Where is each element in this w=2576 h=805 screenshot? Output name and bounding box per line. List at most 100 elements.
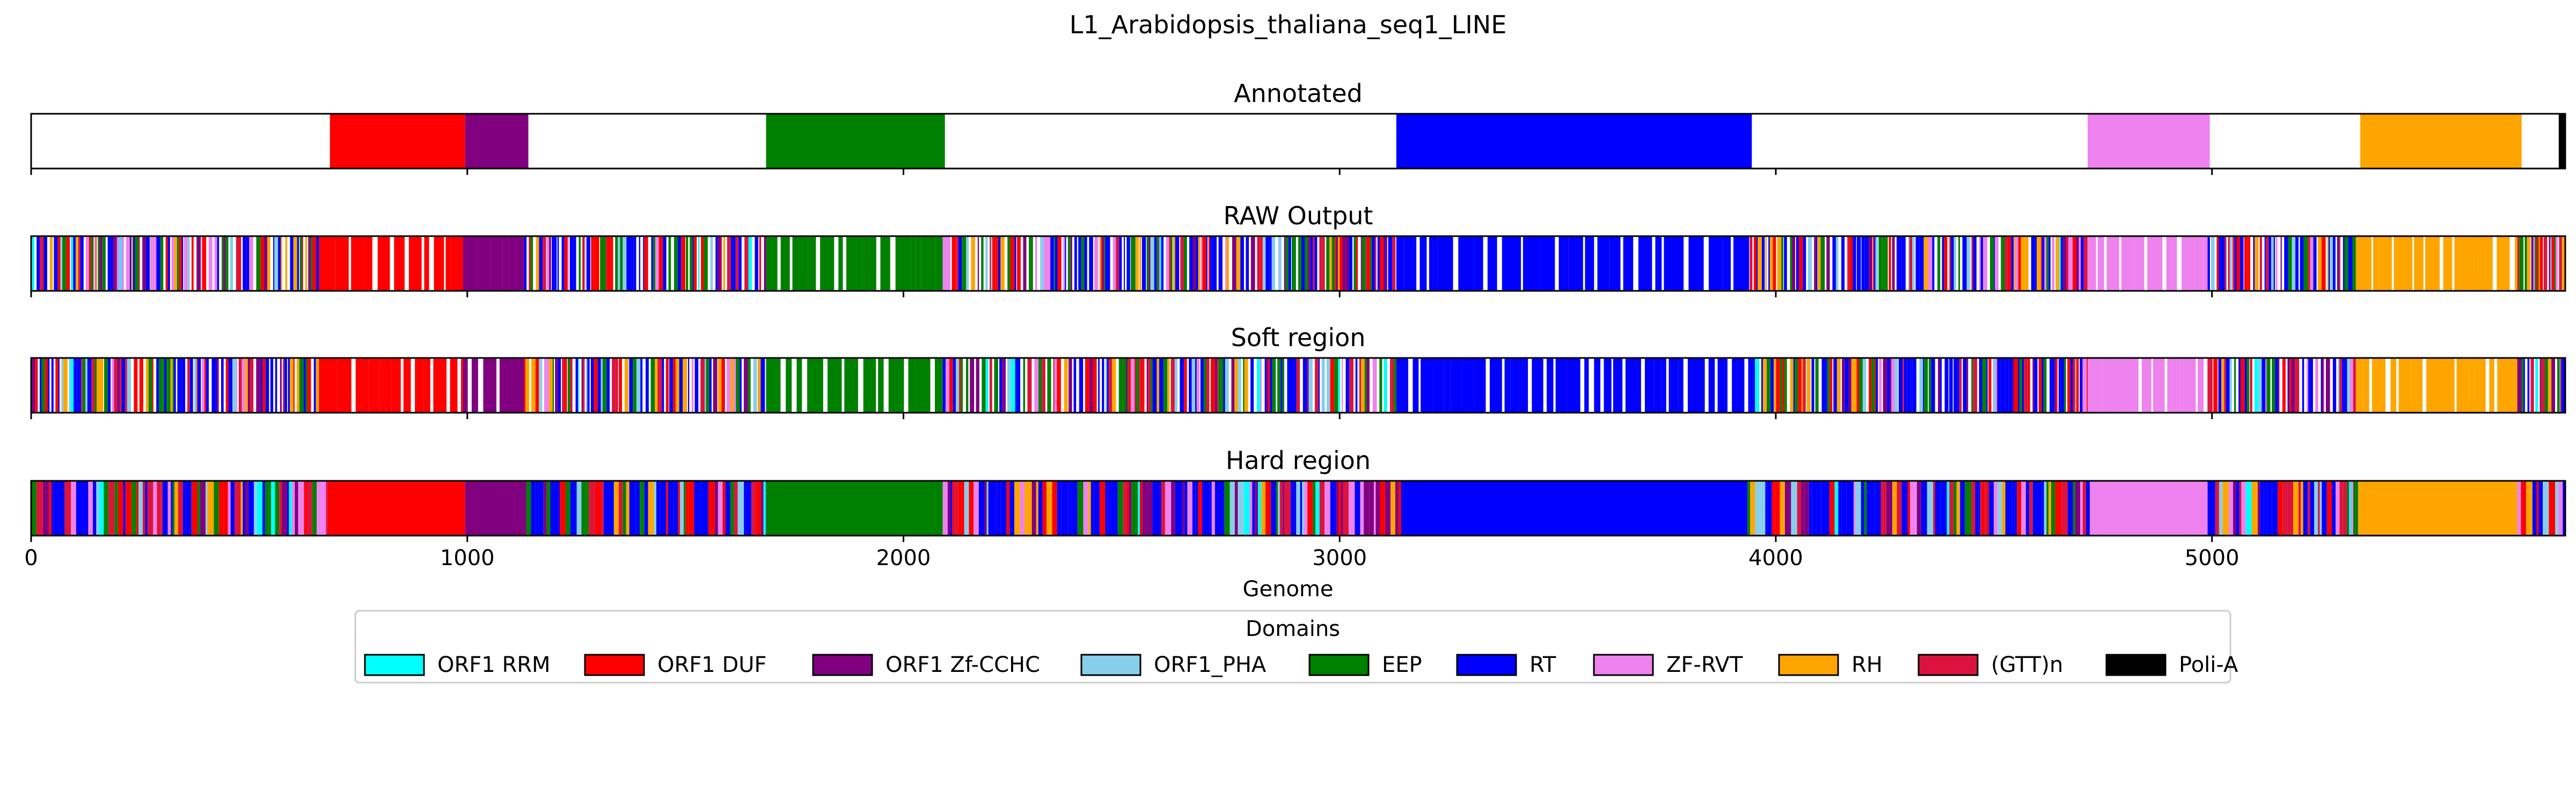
stripe <box>1772 481 1775 536</box>
stripe <box>1980 236 1983 291</box>
stripe <box>58 358 60 413</box>
x-axis-label: Genome <box>1242 577 1333 602</box>
stripe <box>1202 236 1206 291</box>
stripe <box>1834 481 1839 536</box>
stripe <box>1159 358 1163 413</box>
stripe <box>2054 358 2057 413</box>
stripe <box>1985 481 1987 536</box>
stripe <box>77 358 82 413</box>
stripe <box>1988 481 1994 536</box>
stripe <box>624 358 629 413</box>
stripe-RT <box>1687 358 1692 413</box>
stripe <box>2278 481 2283 536</box>
stripe-RH <box>2489 358 2494 413</box>
stripe <box>550 481 554 536</box>
stripe <box>756 481 761 536</box>
stripe <box>718 481 723 536</box>
stripe <box>1200 358 1204 413</box>
stripe-RH <box>2454 236 2464 291</box>
stripe <box>744 236 749 291</box>
stripe <box>166 358 168 413</box>
stripe <box>949 358 953 413</box>
stripe <box>2024 358 2028 413</box>
stripe <box>626 481 630 536</box>
track-title: RAW Output <box>1224 201 1373 230</box>
stripe <box>2310 236 2314 291</box>
stripe <box>552 236 555 291</box>
stripe <box>745 481 752 536</box>
stripe <box>236 236 239 291</box>
stripe <box>1982 481 1985 536</box>
stripe <box>546 236 550 291</box>
stripe <box>1391 481 1395 536</box>
stripe <box>2336 481 2340 536</box>
stripe <box>721 358 725 413</box>
stripe <box>1114 481 1118 536</box>
stripe <box>1349 358 1353 413</box>
stripe-RH <box>2469 358 2475 413</box>
stripe <box>153 481 157 536</box>
stripe <box>639 236 641 291</box>
stripe <box>1941 481 1947 536</box>
stripe <box>159 358 163 413</box>
stripe <box>1127 358 1129 413</box>
stripe <box>39 358 42 413</box>
stripe <box>2541 358 2545 413</box>
stripe <box>120 358 122 413</box>
stripe <box>2298 481 2301 536</box>
stripe <box>160 236 164 291</box>
stripe <box>620 236 623 291</box>
stripe <box>1152 481 1159 536</box>
stripe <box>1035 236 1037 291</box>
stripe <box>594 358 598 413</box>
stripe <box>55 358 58 413</box>
stripe <box>2338 236 2340 291</box>
stripe <box>2234 358 2236 413</box>
stripe <box>2267 481 2272 536</box>
stripe <box>1064 358 1068 413</box>
stripe <box>1307 358 1309 413</box>
stripe <box>1027 358 1032 413</box>
stripe <box>1298 236 1302 291</box>
stripe <box>1184 358 1187 413</box>
stripe-RT <box>1419 236 1427 291</box>
stripe <box>693 236 697 291</box>
stripe <box>666 481 668 536</box>
x-tick-label: 2000 <box>876 546 931 570</box>
stripe <box>83 481 89 536</box>
stripe <box>104 481 109 536</box>
stripe-RT <box>1604 358 1612 413</box>
stripe <box>942 481 948 536</box>
stripe <box>1139 236 1141 291</box>
stripe <box>1816 236 1818 291</box>
stripe <box>197 481 200 536</box>
stripe <box>1362 236 1366 291</box>
stripe <box>1879 358 1882 413</box>
stripe <box>1393 358 1396 413</box>
stripe-RH <box>2355 236 2372 291</box>
stripe <box>2076 358 2079 413</box>
stripe-ORF1 DUF <box>319 358 324 413</box>
stripe <box>113 236 116 291</box>
stripe <box>1226 236 1229 291</box>
stripe-EEP <box>786 358 792 413</box>
stripe <box>1313 236 1315 291</box>
stripe <box>221 358 224 413</box>
track-title: Annotated <box>1234 79 1363 108</box>
stripe <box>270 358 274 413</box>
stripe <box>640 358 643 413</box>
stripe <box>1924 358 1928 413</box>
stripe <box>1784 481 1791 536</box>
stripe <box>565 481 570 536</box>
stripe <box>1265 236 1270 291</box>
stripe <box>1851 358 1854 413</box>
stripe <box>1238 358 1241 413</box>
stripe <box>945 358 949 413</box>
stripe-ORF1 Zf-CCHC <box>511 358 524 413</box>
stripe <box>207 481 214 536</box>
stripe <box>1010 236 1015 291</box>
stripe <box>1804 481 1809 536</box>
stripe <box>1790 236 1792 291</box>
track-title: Soft region <box>1231 323 1366 352</box>
stripe <box>1061 481 1065 536</box>
